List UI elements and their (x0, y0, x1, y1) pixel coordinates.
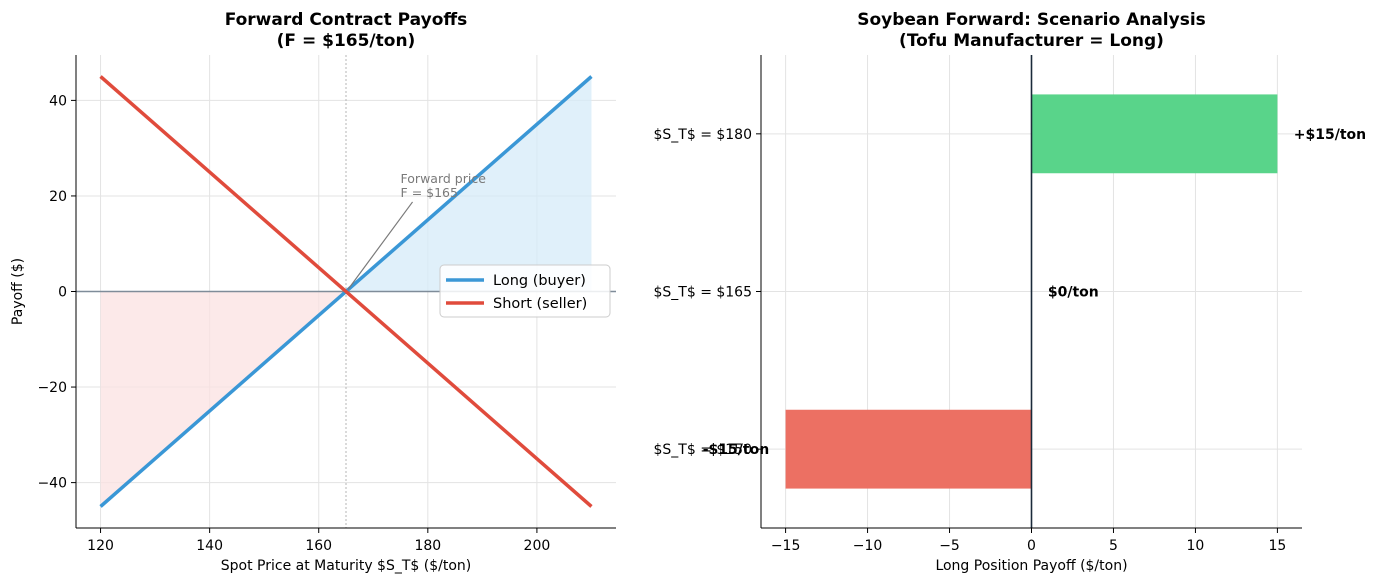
left-y-axis-label: Payoff ($) (10, 258, 26, 325)
right-xtick-label-0: −15 (771, 538, 801, 554)
right-title-line-0: Soybean Forward: Scenario Analysis (857, 10, 1206, 30)
right-xtick-label-2: −5 (939, 538, 960, 554)
right-ytick-label-1: $S_T$ = $165 (653, 285, 752, 301)
legend-label-0: Long (buyer) (493, 273, 586, 289)
annotation-text-1: F = $165 (401, 185, 458, 200)
left-ytick-label-2: 0 (58, 285, 67, 301)
left-title-line-1: (F = $165/ton) (277, 31, 416, 51)
left-ytick-label-1: −20 (37, 380, 67, 396)
right-ytick-label-2: $S_T$ = $180 (653, 127, 752, 143)
bar-2 (1031, 94, 1278, 174)
left-title-line-0: Forward Contract Payoffs (225, 10, 468, 30)
right-xtick-label-4: 5 (1109, 538, 1118, 554)
short-payoff-line (99, 75, 593, 508)
right-x-axis-label: Long Position Payoff ($/ton) (935, 558, 1127, 574)
right-ytick-label-0: $S_T$ = $150 (653, 442, 752, 458)
left-x-axis-label: Spot Price at Maturity $S_T$ ($/ton) (221, 558, 471, 574)
left-ytick-label-0: −40 (37, 476, 67, 492)
right-xtick-label-1: −10 (853, 538, 883, 554)
left-ytick-label-4: 40 (49, 93, 67, 109)
bar-0 (785, 409, 1032, 489)
left-ytick-label-3: 20 (49, 189, 67, 205)
right-xtick-label-6: 15 (1268, 538, 1286, 554)
legend-label-1: Short (seller) (493, 296, 587, 312)
right-xtick-label-5: 10 (1187, 538, 1205, 554)
left-xtick-label-0: 120 (87, 538, 114, 554)
left-xtick-label-4: 200 (524, 538, 551, 554)
left-xtick-label-2: 160 (305, 538, 332, 554)
right-xtick-label-3: 0 (1027, 538, 1036, 554)
left-xtick-label-3: 180 (414, 538, 441, 554)
bar-label-2: +$15/ton (1294, 127, 1366, 143)
right-title-line-1: (Tofu Manufacturer = Long) (899, 31, 1164, 51)
annotation-text-0: Forward price (401, 171, 487, 186)
bar-label-0: -$15/ton (703, 442, 769, 458)
left-xtick-label-1: 140 (196, 538, 223, 554)
bar-label-1: $0/ton (1048, 285, 1099, 301)
annotation-arrow (347, 201, 414, 290)
